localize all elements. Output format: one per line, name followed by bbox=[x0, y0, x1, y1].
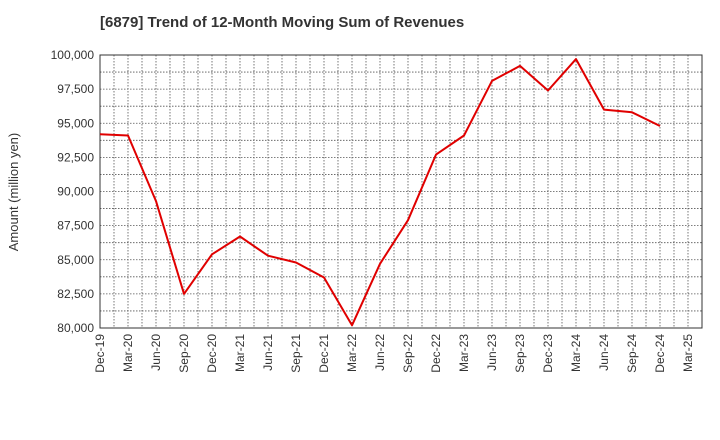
y-tick-label: 82,500 bbox=[57, 287, 94, 301]
y-tick-label: 92,500 bbox=[57, 150, 94, 164]
x-tick-label: Sep-22 bbox=[401, 334, 415, 373]
x-tick-label: Mar-20 bbox=[121, 334, 135, 372]
axes bbox=[99, 54, 703, 329]
plot-frame bbox=[99, 54, 703, 329]
x-tick-label: Jun-23 bbox=[485, 334, 499, 371]
x-tick-label: Mar-23 bbox=[457, 334, 471, 372]
x-tick-label: Jun-24 bbox=[597, 334, 611, 371]
x-tick-label: Dec-20 bbox=[205, 334, 219, 373]
x-tick-label: Mar-24 bbox=[569, 334, 583, 372]
y-tick-label: 80,000 bbox=[57, 321, 94, 335]
x-tick-label: Mar-21 bbox=[233, 334, 247, 372]
x-tick-label: Dec-22 bbox=[429, 334, 443, 373]
x-tick-label: Dec-21 bbox=[317, 334, 331, 373]
series-line bbox=[99, 58, 661, 327]
x-tick-label: Sep-21 bbox=[289, 334, 303, 373]
grid-lines bbox=[100, 55, 702, 328]
y-tick-label: 97,500 bbox=[57, 82, 94, 96]
y-tick-label: 95,000 bbox=[57, 116, 94, 130]
y-tick-label: 100,000 bbox=[51, 48, 95, 62]
x-tick-label: Sep-23 bbox=[513, 334, 527, 373]
x-tick-label: Dec-19 bbox=[93, 334, 107, 373]
x-tick-label: Jun-20 bbox=[149, 334, 163, 371]
x-tick-label: Mar-22 bbox=[345, 334, 359, 372]
series-layer bbox=[99, 58, 661, 327]
y-tick-label: 85,000 bbox=[57, 253, 94, 267]
chart-title: [6879] Trend of 12-Month Moving Sum of R… bbox=[100, 14, 465, 31]
y-tick-label: 90,000 bbox=[57, 185, 94, 199]
x-tick-label: Mar-25 bbox=[681, 334, 695, 372]
x-tick-label: Sep-24 bbox=[625, 334, 639, 373]
y-axis-label: Amount (million yen) bbox=[6, 133, 21, 252]
x-tick-label: Dec-24 bbox=[653, 334, 667, 373]
x-tick-label: Jun-21 bbox=[261, 334, 275, 371]
x-tick-label: Dec-23 bbox=[541, 334, 555, 373]
y-tick-label: 87,500 bbox=[57, 219, 94, 233]
x-tick-label: Sep-20 bbox=[177, 334, 191, 373]
x-tick-label: Jun-22 bbox=[373, 334, 387, 371]
tick-labels: 80,000 82,500 85,000 87,500 90,000 92,500 95,0… bbox=[51, 48, 695, 373]
